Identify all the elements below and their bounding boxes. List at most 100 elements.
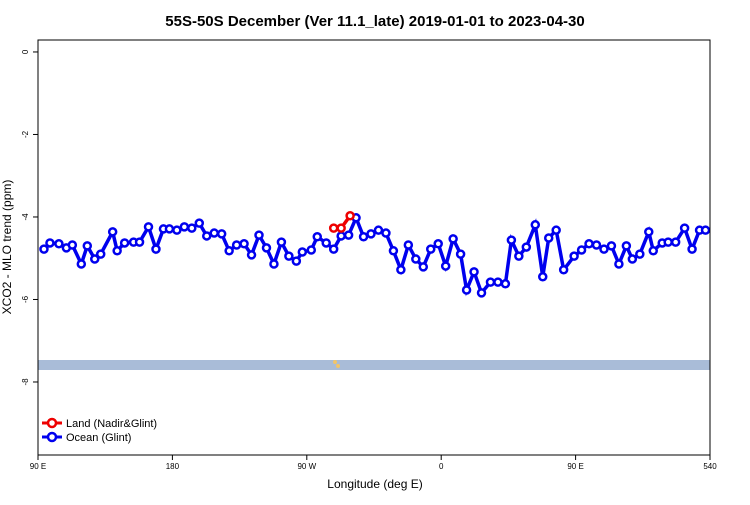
data-point [328,244,339,254]
x-tick-label: 90 E [567,462,583,471]
data-point [143,222,154,232]
data-point [455,249,466,259]
data-point [576,245,587,255]
legend-label: Land (Nadir&Glint) [66,418,157,430]
data-point [485,277,496,287]
data-point [411,254,421,264]
plot-frame [37,39,711,456]
data-point [461,285,472,295]
y-tick-label: -8 [21,378,30,386]
data-point [418,262,429,272]
data-point [500,279,511,289]
x-tick-label: 90 E [30,462,46,471]
data-point [82,241,93,251]
data-point [321,238,331,248]
data-point [469,267,479,277]
data-point [209,228,219,238]
data-point [172,225,182,235]
data-point [95,249,106,259]
data-point [246,250,257,260]
data-point [537,272,548,282]
x-tick-label: 180 [166,462,180,471]
data-point [425,244,436,254]
data-point [551,225,561,235]
data-point [284,251,294,261]
data-point [396,265,406,275]
data-point [679,223,690,233]
data-point [584,239,594,249]
data-point [134,237,145,247]
y-tick-label: -4 [21,213,30,221]
data-point [312,232,323,242]
data-point [328,223,339,233]
data-point [67,240,78,250]
data-point [358,232,369,242]
data-point [343,230,354,240]
data-point [700,225,711,235]
x-tick-label: 90 W [297,462,316,471]
data-point [112,246,122,256]
map-strip [38,360,710,370]
map-land [333,360,337,364]
data-point [306,245,317,255]
data-point [614,259,624,269]
data-point [187,223,197,233]
data-point [433,239,443,249]
y-axis-label: XCO2 - MLO trend (ppm) [0,180,14,315]
data-point [627,254,638,264]
data-point [119,238,130,248]
x-tick-label: 0 [439,462,444,471]
data-point [670,237,681,247]
data-point [276,237,287,247]
data-point [530,220,541,230]
data-point [345,210,355,221]
x-tick-label: 540 [703,462,717,471]
data-point [254,230,264,240]
data-point [201,231,212,241]
data-point [297,247,308,257]
data-point [45,238,55,248]
data-point [521,242,532,252]
y-tick-label: 0 [21,49,30,54]
data-point [261,243,272,253]
data-point [644,227,654,237]
data-point [224,246,234,256]
data-point [76,259,87,269]
data-point [231,240,242,250]
data-point [239,239,249,249]
data-point [448,234,458,244]
data-point [366,229,376,239]
legend-marker [46,417,58,429]
data-point [569,251,579,261]
data-point [381,228,391,238]
data-point [216,229,227,239]
data-point [403,240,414,250]
map-land [336,364,340,368]
data-point [558,265,569,275]
data-point [39,244,49,254]
data-point [89,254,100,264]
data-point [336,223,346,233]
data-point [336,231,346,241]
data-point [506,235,517,245]
data-point [388,246,399,256]
data-point [107,227,118,237]
data-point [373,225,384,235]
chart-title: 55S-50S December (Ver 11.1_late) 2019-01… [165,13,584,30]
data-point [621,241,632,251]
data-point [543,233,554,243]
data-point [440,261,451,271]
data-point [635,249,645,259]
legend-marker [46,431,58,443]
data-point [54,239,64,249]
data-point [514,251,524,261]
data-point [493,277,503,287]
x-axis-label: Longitude (deg E) [327,477,422,491]
data-point [687,244,697,254]
data-point [269,259,279,269]
y-tick-label: -2 [21,130,30,138]
data-point [663,237,673,247]
data-point [648,246,659,256]
legend-label: Ocean (Glint) [66,432,131,444]
